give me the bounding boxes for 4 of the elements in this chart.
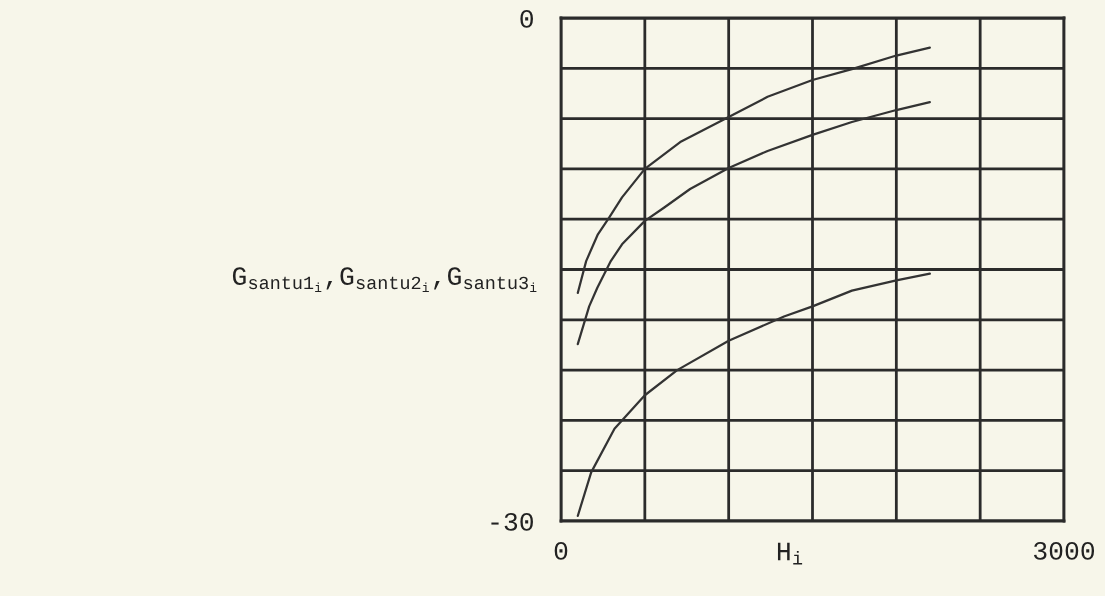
y-tick-label: -30: [491, 512, 533, 531]
y-axis-title: G$_{santu1i}$,G$_{santu2i}$,G$_{santu3i}$: [232, 267, 537, 292]
x-axis-title: H$_{i}$: [777, 542, 803, 565]
x-tick-label: 3000: [1033, 541, 1095, 560]
